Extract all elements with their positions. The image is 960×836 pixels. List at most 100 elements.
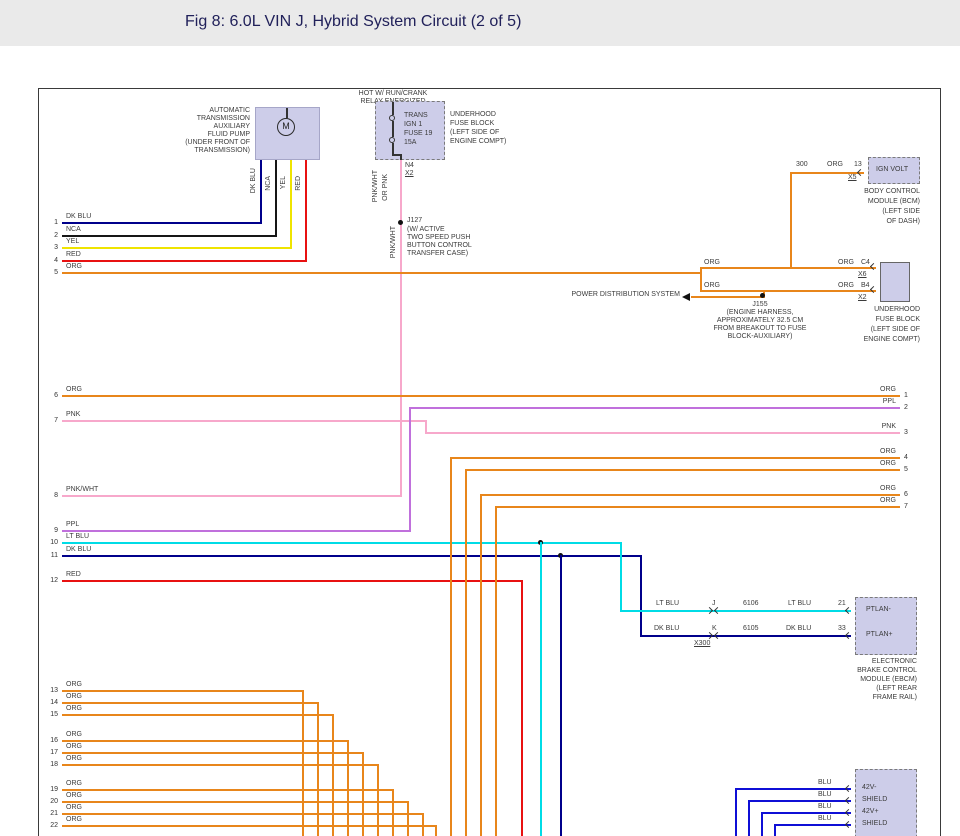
fuse-block-name: (LEFT SIDE OF <box>450 129 500 136</box>
wire <box>362 752 364 836</box>
pin-number: 5 <box>54 269 58 276</box>
wire <box>400 160 402 497</box>
terminal-label: PTLAN+ <box>866 631 893 638</box>
pin-number: 13 <box>854 161 862 168</box>
splice-note: TRANSFER CASE) <box>407 250 469 257</box>
wire <box>450 457 452 836</box>
wire <box>62 825 435 827</box>
pin-label: C4 <box>861 259 870 266</box>
wire <box>700 267 702 292</box>
wire <box>435 825 437 836</box>
splice-note: TWO SPEED PUSH <box>407 234 471 241</box>
wire <box>302 690 304 836</box>
wire <box>560 555 562 836</box>
wire <box>774 824 776 836</box>
wire <box>317 702 319 836</box>
pin-number: 18 <box>50 761 58 768</box>
wire-label: DK BLU <box>654 625 680 632</box>
splice-dot <box>760 293 765 298</box>
component-name: (LEFT REAR <box>876 685 917 692</box>
wire <box>62 555 642 557</box>
wire-label: RED <box>295 176 302 191</box>
motor-terminal <box>286 108 288 118</box>
wire-label: ORG <box>66 693 82 700</box>
wire <box>62 420 427 422</box>
wire <box>62 395 900 397</box>
component-name: BODY CONTROL <box>864 188 920 195</box>
wire <box>62 714 332 716</box>
wire <box>735 788 737 836</box>
connector-label: X2 <box>405 170 414 177</box>
terminal-label: 42V+ <box>862 808 879 815</box>
fuse-block-name: ENGINE COMPT) <box>450 138 507 145</box>
splice-note: FROM BREAKOUT TO FUSE <box>713 325 807 332</box>
wire-label: ORG <box>66 755 82 762</box>
component-name: ELECTRONIC <box>871 658 917 665</box>
pump-name: TRANSMISSION) <box>194 147 250 154</box>
wire <box>347 740 349 836</box>
connector-label: X6 <box>858 271 867 278</box>
wire <box>640 555 642 637</box>
fuse-label: IGN 1 <box>404 121 423 128</box>
wire-label: ORG <box>66 681 82 688</box>
wire-label: PNK <box>66 411 81 418</box>
fuse-block-name: FUSE BLOCK <box>450 120 495 127</box>
wire-label: LT BLU <box>66 533 90 540</box>
wire-label: BLU <box>818 791 832 798</box>
wire-label: ORG <box>66 780 82 787</box>
wire-label: BLU <box>818 815 832 822</box>
pin-number: 33 <box>838 625 846 632</box>
pin-number: 1 <box>904 392 908 399</box>
pin-number: 17 <box>50 749 58 756</box>
fuse-label: TRANS <box>404 112 428 119</box>
wire-label: YEL <box>280 176 287 190</box>
figure-title: Fig 8: 6.0L VIN J, Hybrid System Circuit… <box>185 13 522 30</box>
wire-label: NCA <box>66 226 81 233</box>
wire <box>790 172 864 174</box>
wire-label: ORG <box>66 386 82 393</box>
pin-number: 3 <box>54 244 58 251</box>
fuse-icon <box>392 154 401 156</box>
pin-number: 15 <box>50 711 58 718</box>
pin-number: 19 <box>50 786 58 793</box>
wire <box>62 702 317 704</box>
wire <box>409 407 411 532</box>
pin-number: 9 <box>54 527 58 534</box>
wire <box>425 432 900 434</box>
terminal-label: SHIELD <box>862 820 888 827</box>
wire-label: RED <box>66 251 81 258</box>
pin-number: 2 <box>54 232 58 239</box>
splice-note: BLOCK-AUXILIARY) <box>727 333 793 340</box>
bcm-box <box>868 157 920 184</box>
fuse-icon <box>392 121 394 137</box>
wire-label: LT BLU <box>788 600 812 607</box>
wire <box>62 580 523 582</box>
wire-label: BLU <box>818 803 832 810</box>
wire-label: PNK/WHT <box>390 226 397 259</box>
wire <box>425 420 427 434</box>
wire <box>700 290 876 292</box>
splice-label: J155 <box>752 301 768 308</box>
wire <box>62 690 302 692</box>
wire <box>62 789 392 791</box>
wire <box>640 635 851 637</box>
wire <box>260 160 262 224</box>
wire <box>332 714 334 836</box>
component-name: OF DASH) <box>886 218 920 225</box>
pin-number: 13 <box>50 687 58 694</box>
wire <box>62 813 422 815</box>
wire <box>700 267 876 269</box>
wire <box>62 222 262 224</box>
wire <box>748 800 750 836</box>
terminal-label: IGN VOLT <box>876 166 909 173</box>
offpage-reference: POWER DISTRIBUTION SYSTEM <box>571 291 680 298</box>
splice-note: (ENGINE HARNESS, <box>726 309 794 316</box>
wire <box>62 247 292 249</box>
wire-label: ORG <box>880 460 896 467</box>
circuit-number: 6106 <box>743 600 759 607</box>
wire-label: ORG <box>880 497 896 504</box>
splice-label: J127 <box>407 217 423 224</box>
pin-label: B4 <box>861 282 870 289</box>
circuit-number: 6105 <box>743 625 759 632</box>
splice-note: APPROXIMATELY 32.5 CM <box>716 317 804 324</box>
